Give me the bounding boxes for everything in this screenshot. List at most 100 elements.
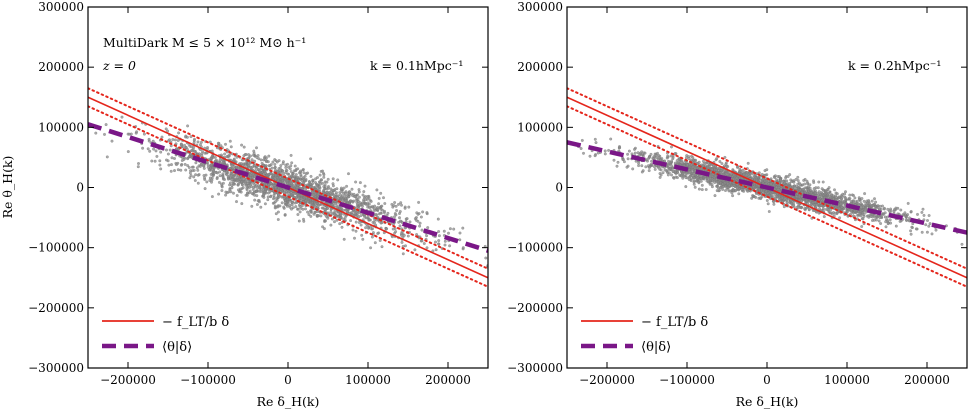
scatter-point xyxy=(710,185,714,189)
scatter-point xyxy=(873,197,876,201)
scatter-point xyxy=(293,184,297,188)
scatter-point xyxy=(192,175,196,179)
scatter-point xyxy=(383,209,386,213)
scatter-point xyxy=(723,155,727,159)
scatter-point xyxy=(724,172,728,176)
scatter-point xyxy=(744,173,748,177)
scatter-point xyxy=(258,169,262,173)
scatter-point xyxy=(238,162,242,165)
scatter-point xyxy=(353,212,357,216)
scatter-point xyxy=(732,173,736,177)
scatter-point xyxy=(362,190,366,194)
scatter-point xyxy=(782,205,786,209)
scatter-point xyxy=(720,162,724,165)
y-tick-label: 0 xyxy=(76,181,84,195)
scatter-point xyxy=(772,183,775,187)
scatter-point xyxy=(813,200,817,204)
scatter-point xyxy=(136,165,140,169)
scatter-point xyxy=(408,220,412,224)
scatter-point xyxy=(291,206,295,210)
scatter-point xyxy=(910,225,914,229)
scatter-point xyxy=(399,201,403,205)
scatter-point xyxy=(329,210,333,214)
scatter-point xyxy=(354,229,358,233)
scatter-point xyxy=(362,198,366,202)
scatter-point xyxy=(352,199,356,203)
scatter-point xyxy=(659,168,663,172)
scatter-point xyxy=(666,173,670,177)
scatter-point xyxy=(311,182,315,185)
scatter-point xyxy=(840,205,844,209)
scatter-point xyxy=(235,194,239,197)
scatter-point xyxy=(280,195,284,199)
scatter-point xyxy=(731,168,735,172)
x-tick-label: 0 xyxy=(284,373,292,387)
scatter-point xyxy=(773,176,777,180)
scatter-point xyxy=(263,202,267,206)
scatter-point xyxy=(765,199,769,202)
scatter-point xyxy=(758,196,762,200)
scatter-point xyxy=(259,187,263,191)
scatter-point xyxy=(296,213,300,216)
scatter-point xyxy=(593,137,597,141)
scatter-point xyxy=(452,227,456,231)
scatter-point xyxy=(344,199,348,203)
scatter-point xyxy=(886,207,890,211)
scatter-point xyxy=(921,207,925,211)
left-panel: −300000−200000−1000000100000200000300000… xyxy=(28,0,489,409)
scatter-point xyxy=(164,127,168,131)
scatter-point xyxy=(309,214,313,218)
scatter-point xyxy=(803,186,807,190)
x-axis-label: Re δ_H(k) xyxy=(736,394,799,409)
scatter-point xyxy=(342,237,346,241)
scatter-point xyxy=(320,206,324,210)
scatter-point xyxy=(579,147,583,150)
scatter-point xyxy=(775,178,778,182)
legend-label: ⟨θ|δ⟩ xyxy=(641,340,671,355)
scatter-point xyxy=(240,202,244,206)
scatter-point xyxy=(670,173,673,177)
scatter-point xyxy=(670,145,673,149)
scatter-point xyxy=(927,214,931,217)
scatter-point xyxy=(290,161,294,165)
series-line-dotted xyxy=(567,105,967,288)
scatter-point xyxy=(255,194,259,198)
scatter-point xyxy=(295,185,299,189)
scatter-point xyxy=(193,179,197,182)
scatter-point xyxy=(222,160,225,164)
annotation-redshift: z = 0 xyxy=(102,58,136,73)
scatter-point xyxy=(110,139,114,143)
scatter-point xyxy=(700,188,704,192)
scatter-point xyxy=(251,181,255,185)
scatter-point xyxy=(782,197,786,201)
scatter-point xyxy=(726,165,730,168)
legend-label: ⟨θ|δ⟩ xyxy=(162,340,192,355)
scatter-point xyxy=(173,169,176,173)
scatter-point xyxy=(484,256,488,260)
scatter-point xyxy=(714,178,718,182)
scatter-point xyxy=(648,165,652,169)
scatter-point xyxy=(631,167,635,171)
scatter-point xyxy=(184,134,188,138)
scatter-point xyxy=(721,182,725,186)
scatter-point xyxy=(289,170,293,173)
scatter-point xyxy=(447,231,450,235)
scatter-point xyxy=(437,239,441,243)
scatter-point xyxy=(256,199,260,203)
scatter-point xyxy=(377,202,381,206)
y-axis-label: Re θ_H(k) xyxy=(0,156,15,219)
scatter-point xyxy=(710,167,714,171)
scatter-point xyxy=(640,170,644,174)
scatter-point xyxy=(627,149,631,153)
scatter-point xyxy=(274,159,278,163)
scatter-point xyxy=(407,205,411,209)
scatter-point xyxy=(861,217,865,221)
right-panel: −300000−200000−1000000100000200000300000… xyxy=(507,0,968,409)
scatter-point xyxy=(842,199,846,203)
scatter-point xyxy=(183,143,187,147)
scatter-point xyxy=(228,139,232,143)
scatter-point xyxy=(884,220,888,224)
scatter-point xyxy=(671,157,675,161)
scatter-point xyxy=(372,207,376,211)
scatter-point xyxy=(750,196,754,200)
